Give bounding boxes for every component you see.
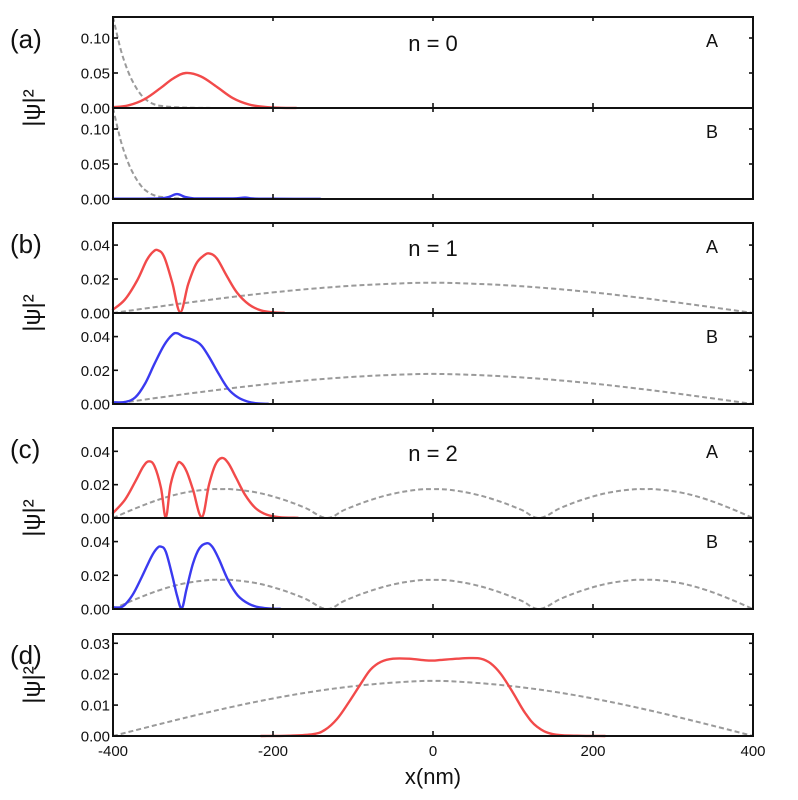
subplot-c-B: 0.00 0.02 0.04 B [81,517,754,619]
y-axis-label: |ψ|² [19,89,46,127]
subplot-a-A: 0.00 0.05 0.10 A [81,16,754,118]
y-tick-label: 0.00 [81,101,110,118]
y-tick-label: 0.00 [81,602,110,619]
panel-letter: (b) [10,229,42,259]
sublattice-label-B: B [706,327,718,347]
y-tick-label: 0.02 [81,568,110,585]
panel-letter: (d) [10,640,42,670]
reference-curve [112,281,754,314]
y-tick-label: 0.01 [81,698,110,715]
y-tick-label: 0.05 [81,157,110,174]
x-tick-label: 400 [740,743,765,760]
reference-curve [112,107,242,201]
subplot-d: 0.00 0.01 0.02 0.03 [81,633,754,746]
sublattice-label-A: A [706,442,718,462]
y-tick-label: 0.02 [81,272,110,289]
subplot-b-B: 0.00 0.02 0.04 B [81,312,754,414]
y-tick-label: 0.00 [81,397,110,414]
y-tick-label: 0.02 [81,477,110,494]
reference-curve [112,488,754,519]
reference-curve [112,679,754,737]
panel-c: (c) |ψ|² 0.00 0.02 0.04 A 0.00 0.02 0.04 Bn = 2 [10,427,754,619]
reference-curve [112,16,242,110]
reference-curve [112,578,754,610]
density-curve-B [111,331,270,406]
x-tick-label: 200 [580,743,605,760]
panel-d: (d)|ψ|² 0.00 0.01 0.02 0.03 [10,633,754,746]
reference-curve [112,372,754,405]
n-label: n = 1 [408,236,458,261]
panel-letter: (c) [10,434,40,464]
x-tick-label: -400 [98,743,128,760]
y-tick-label: 0.04 [81,329,110,346]
panel-letter: (a) [10,24,42,54]
density-curve-A [111,71,298,110]
sublattice-label-A: A [706,237,718,257]
panel-b: (b) |ψ|² 0.00 0.02 0.04 A 0.00 0.02 0.04 Bn = 1 [10,222,754,414]
x-tick-label: 0 [429,743,437,760]
n-label: n = 0 [408,31,458,56]
y-tick-label: 0.04 [81,238,110,255]
panel-a: (a) |ψ|² 0.00 0.05 0.10 A 0.00 0.05 0.10 Bn = 0 [10,16,754,209]
y-tick-label: 0.10 [81,31,110,48]
panels-group: (a) |ψ|² 0.00 0.05 0.10 A 0.00 0.05 0.10 Bn = 0 (b… [10,16,754,746]
x-axis-label: x(nm) [405,764,461,789]
y-tick-label: 0.10 [81,122,110,139]
y-axis-label: |ψ|² [19,294,46,332]
plot-frame [112,517,754,610]
subplot-a-B: 0.00 0.05 0.10 B [81,107,754,209]
y-tick-label: 0.00 [81,511,110,528]
x-tick-label: -200 [258,743,288,760]
n-label: n = 2 [408,441,458,466]
plot-frame [112,107,754,200]
y-axis-label: |ψ|² [19,499,46,537]
density-curve-B [111,542,282,611]
sublattice-label-B: B [706,122,718,142]
plot-frame [112,633,754,737]
x-axis: -400 -200 0 200 400 [98,743,766,760]
density-curve-main [259,656,607,738]
y-tick-label: 0.04 [81,534,110,551]
y-tick-label: 0.05 [81,66,110,83]
y-tick-label: 0.02 [81,667,110,684]
density-curve-A [111,248,286,315]
y-tick-label: 0.04 [81,444,110,461]
y-tick-label: 0.00 [81,306,110,323]
y-tick-label: 0.03 [81,636,110,653]
y-tick-label: 0.02 [81,363,110,380]
y-tick-label: 0.00 [81,192,110,209]
sublattice-label-B: B [706,532,718,552]
density-curve-A [111,456,299,520]
y-tick-label: 0.00 [81,729,110,746]
y-axis-label: |ψ|² [19,666,46,704]
sublattice-label-A: A [706,31,718,51]
